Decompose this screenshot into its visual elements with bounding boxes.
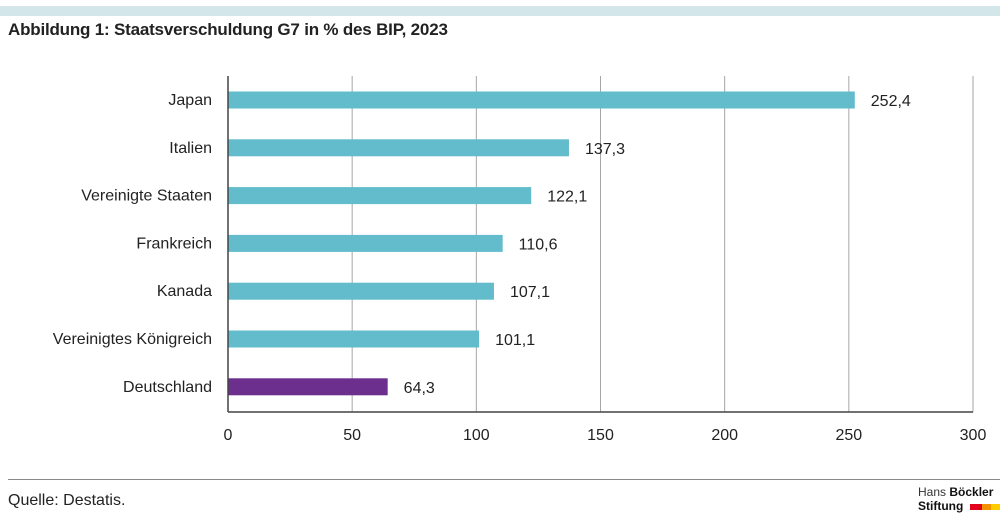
category-label: Japan bbox=[168, 92, 212, 109]
logo-bar-yellow bbox=[991, 504, 1000, 510]
data-label: 137,3 bbox=[585, 141, 625, 158]
x-tick-label: 50 bbox=[343, 427, 361, 444]
category-label: Vereinigte Staaten bbox=[81, 188, 212, 205]
logo-text-boeckler: Böckler bbox=[949, 485, 994, 499]
data-label: 64,3 bbox=[404, 380, 435, 397]
bar bbox=[228, 187, 532, 205]
bar bbox=[228, 139, 569, 157]
source-note: Quelle: Destatis. bbox=[8, 492, 126, 509]
logo-text-stiftung: Stiftung bbox=[918, 499, 964, 513]
x-tick-label: 0 bbox=[224, 427, 233, 444]
footer-divider bbox=[8, 479, 1000, 480]
bar bbox=[228, 378, 388, 396]
data-label: 101,1 bbox=[495, 332, 535, 349]
bar bbox=[228, 234, 503, 252]
x-tick-label: 100 bbox=[463, 427, 490, 444]
chart-title: Abbildung 1: Staatsverschuldung G7 in % … bbox=[8, 20, 448, 39]
category-label: Deutschland bbox=[123, 379, 212, 396]
logo-bar-orange bbox=[982, 504, 991, 510]
data-label: 107,1 bbox=[510, 284, 550, 301]
logo-bar-red bbox=[970, 504, 982, 510]
bar bbox=[228, 330, 480, 348]
x-tick-label: 300 bbox=[960, 427, 987, 444]
data-label: 122,1 bbox=[547, 189, 587, 206]
header-band bbox=[0, 6, 1000, 16]
hans-boeckler-stiftung-logo: Hans Böckler Stiftung bbox=[918, 486, 1000, 518]
bar bbox=[228, 282, 494, 300]
category-label: Vereinigtes Königreich bbox=[53, 331, 212, 348]
category-label: Italien bbox=[169, 140, 212, 157]
logo-text-hans: Hans bbox=[918, 485, 947, 499]
x-tick-label: 200 bbox=[711, 427, 738, 444]
category-label: Kanada bbox=[157, 283, 212, 300]
data-label: 252,4 bbox=[871, 93, 911, 110]
x-tick-label: 150 bbox=[587, 427, 614, 444]
bar bbox=[228, 91, 855, 109]
data-label: 110,6 bbox=[519, 236, 558, 253]
x-tick-label: 250 bbox=[835, 427, 862, 444]
logo-color-bars bbox=[970, 504, 1000, 510]
category-label: Frankreich bbox=[136, 235, 212, 252]
